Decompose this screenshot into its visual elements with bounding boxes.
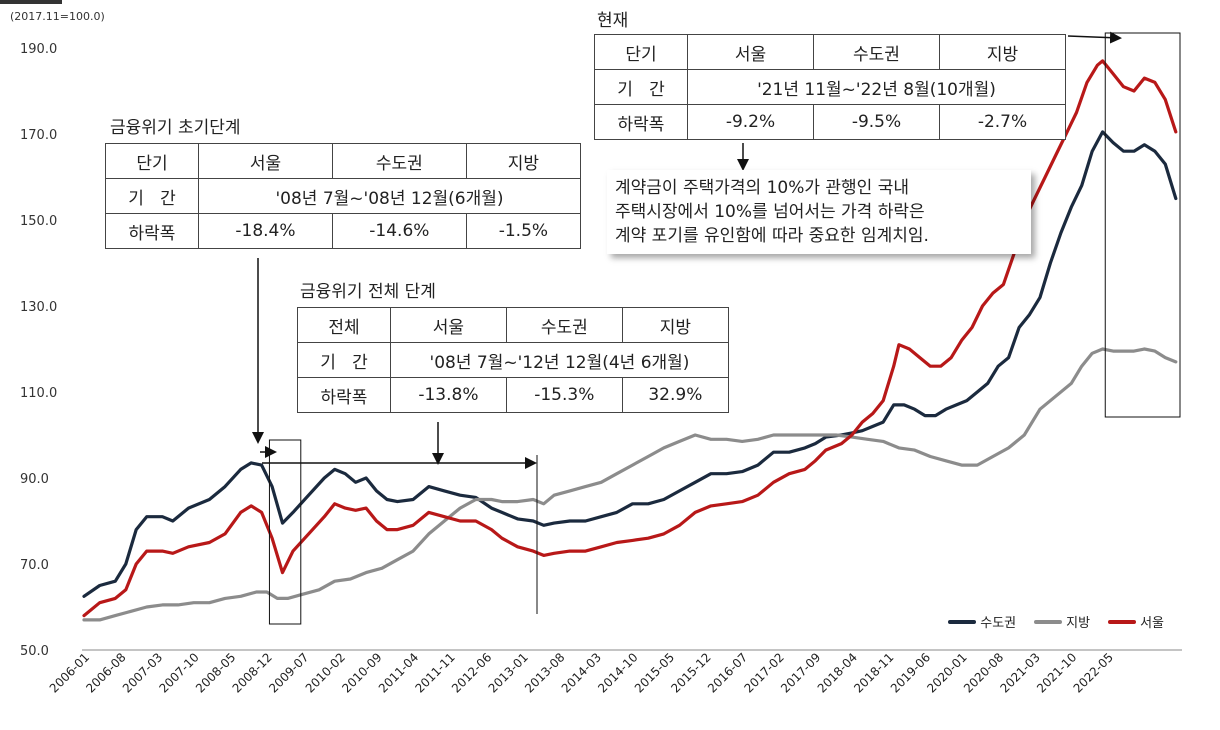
legend-label-regional: 지방 bbox=[1066, 616, 1091, 631]
box1-cell: -14.6% bbox=[331, 213, 467, 249]
box1-header-row: 단기 서울 수도권 지방 bbox=[105, 143, 582, 179]
box2-cell: 수도권 bbox=[505, 307, 623, 343]
box3-table: 단기 서울 수도권 지방 기 간 '21년 11월~'22년 8월(10개월) … bbox=[594, 34, 1066, 140]
box2-period-row: 기 간 '08년 7월~'12년 12월(4년 6개월) bbox=[297, 342, 729, 378]
box2-cell: 32.9% bbox=[621, 377, 730, 413]
y-tick-label: 90.0 bbox=[20, 472, 49, 487]
threshold-note: 계약금이 주택가격의 10%가 관행인 국내 주택시장에서 10%를 넘어서는 … bbox=[607, 170, 1031, 254]
x-axis-labels: 2006-012006-082007-032007-102008-052008-… bbox=[47, 650, 1116, 695]
y-tick-label: 50.0 bbox=[20, 644, 49, 659]
legend-item-seoul: 서울 bbox=[1108, 612, 1164, 631]
box1-cell: 서울 bbox=[198, 143, 333, 179]
box3-header-row: 단기 서울 수도권 지방 bbox=[594, 34, 1066, 70]
series-line-1 bbox=[82, 347, 1178, 622]
legend-item-regional: 지방 bbox=[1034, 612, 1090, 631]
series-line-0 bbox=[82, 130, 1178, 598]
period-highlight-rect bbox=[268, 439, 302, 625]
y-tick-label: 110.0 bbox=[20, 386, 57, 401]
current-period-arrow bbox=[1067, 31, 1122, 44]
box3-cell: 단기 bbox=[594, 34, 688, 70]
box3-cell: 수도권 bbox=[813, 34, 940, 70]
box2-header-row: 전체 서울 수도권 지방 bbox=[297, 307, 730, 343]
y-tick-label: 70.0 bbox=[20, 558, 49, 573]
box1-cell: 수도권 bbox=[331, 143, 467, 179]
legend-label-seoul: 서울 bbox=[1140, 616, 1164, 631]
box2-cell: 하락폭 bbox=[297, 377, 391, 413]
note-line: 계약 포기를 유인함에 따라 중요한 임계치임. bbox=[615, 226, 929, 246]
box1-period-row: 기 간 '08년 7월~'08년 12월(6개월) bbox=[105, 178, 581, 214]
note-line: 계약금이 주택가격의 10%가 관행인 국내 bbox=[615, 178, 909, 198]
box3-cell: 지방 bbox=[939, 34, 1066, 70]
period-highlight-rect bbox=[1104, 32, 1181, 418]
box1-cell: 지방 bbox=[465, 143, 582, 179]
y-axis-labels: 190.0 170.0 150.0 130.0 110.0 90.0 70.0 50.0 bbox=[20, 42, 57, 659]
legend-label-capital: 수도권 bbox=[980, 616, 1017, 631]
box3-cell: 기 간 bbox=[594, 69, 688, 105]
box1-cell: '08년 7월~'08년 12월(6개월) bbox=[198, 178, 581, 214]
box3-cell: -2.7% bbox=[939, 104, 1066, 140]
box3-caption: 현재 bbox=[597, 11, 629, 31]
box2-table: 전체 서울 수도권 지방 기 간 '08년 7월~'12년 12월(4년 6개월… bbox=[297, 307, 730, 413]
box2-cell: '08년 7월~'12년 12월(4년 6개월) bbox=[390, 342, 729, 378]
legend-item-capital: 수도권 bbox=[948, 612, 1016, 631]
box3-period-row: 기 간 '21년 11월~'22년 8월(10개월) bbox=[594, 69, 1066, 105]
box2-cell: 기 간 bbox=[297, 342, 391, 378]
highlight-periods bbox=[268, 32, 1181, 625]
box2-cell: 전체 bbox=[297, 307, 391, 343]
box1-cell: 하락폭 bbox=[105, 213, 199, 249]
box1-cell: -1.5% bbox=[465, 213, 582, 249]
legend-swatch-seoul bbox=[1108, 619, 1137, 624]
box2-cell: 서울 bbox=[390, 307, 507, 343]
box3-cell: -9.5% bbox=[813, 104, 940, 140]
y-tick-label: 150.0 bbox=[20, 214, 57, 229]
box3-drop-row: 하락폭 -9.2% -9.5% -2.7% bbox=[594, 104, 1066, 140]
legend-swatch-capital bbox=[948, 619, 977, 624]
legend-swatch-regional bbox=[1034, 619, 1063, 624]
box3-cell: -9.2% bbox=[687, 104, 814, 140]
box1-cell: 단기 bbox=[105, 143, 199, 179]
top-accent-bar bbox=[0, 0, 62, 4]
box2-cell: -15.3% bbox=[505, 377, 623, 413]
box1-cell: 기 간 bbox=[105, 178, 199, 214]
box2-cell: 지방 bbox=[621, 307, 730, 343]
legend: 수도권 지방 서울 bbox=[948, 612, 1164, 631]
x-tick-label: 2022-05 bbox=[1071, 650, 1116, 695]
unit-label: (2017.11=100.0) bbox=[10, 10, 105, 23]
box3-cell: '21년 11월~'22년 8월(10개월) bbox=[687, 69, 1066, 105]
box3-cell: 하락폭 bbox=[594, 104, 688, 140]
y-tick-label: 130.0 bbox=[20, 300, 57, 315]
box1-drop-row: 하락폭 -18.4% -14.6% -1.5% bbox=[105, 213, 582, 249]
y-tick-label: 190.0 bbox=[20, 42, 57, 57]
box1-cell: -18.4% bbox=[198, 213, 333, 249]
box3-cell: 서울 bbox=[687, 34, 814, 70]
box2-cell: -13.8% bbox=[390, 377, 507, 413]
y-tick-label: 170.0 bbox=[20, 128, 57, 143]
box1-caption: 금융위기 초기단계 bbox=[110, 118, 241, 138]
box2-caption: 금융위기 전체 단계 bbox=[300, 282, 436, 302]
box1-table: 단기 서울 수도권 지방 기 간 '08년 7월~'08년 12월(6개월) 하… bbox=[105, 143, 582, 249]
box2-drop-row: 하락폭 -13.8% -15.3% 32.9% bbox=[297, 377, 730, 413]
note-line: 주택시장에서 10%를 넘어서는 가격 하락은 bbox=[615, 202, 925, 222]
